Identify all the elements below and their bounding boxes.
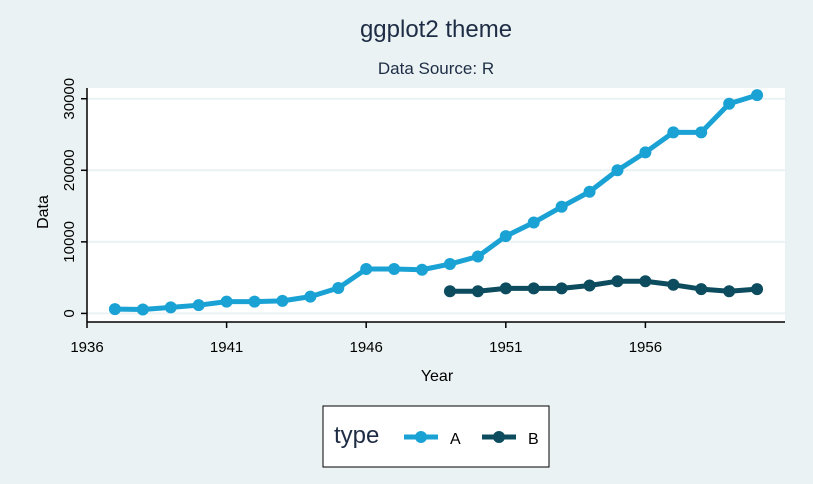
y-tick-label: 0 [61,309,78,317]
legend-swatch-marker-B [493,431,505,443]
data-point-B [499,282,512,295]
data-point-A [667,126,680,139]
data-point-A [583,185,596,198]
legend-title: type [334,422,379,449]
data-point-A [360,263,373,276]
data-point-A [164,301,177,314]
data-point-A [220,295,233,308]
x-tick-label: 1951 [489,339,522,356]
data-point-A [192,299,205,312]
data-point-B [695,283,708,296]
data-point-A [751,89,764,102]
data-point-A [388,263,401,276]
data-point-A [443,258,456,271]
y-tick-label: 20000 [61,149,78,191]
data-point-A [248,295,261,308]
chart-subtitle: Data Source: R [378,59,494,78]
x-tick-label: 1946 [350,339,383,356]
data-point-A [332,282,345,295]
data-point-A [276,294,289,307]
x-axis-title: Year [421,368,454,385]
data-point-B [667,278,680,291]
data-point-A [499,230,512,243]
data-point-B [527,282,540,295]
data-point-A [639,146,652,159]
y-tick-label: 30000 [61,78,78,120]
data-point-A [136,303,149,316]
data-point-B [611,275,624,288]
y-axis-title: Data [35,195,52,229]
data-point-B [443,285,456,298]
data-point-A [108,303,121,316]
legend-label-A: A [450,431,461,448]
data-point-A [471,250,484,263]
data-point-B [723,285,736,298]
x-tick-label: 1936 [70,339,103,356]
chart-title: ggplot2 theme [360,16,512,43]
legend-label-B: B [528,431,539,448]
series-layer [108,89,764,316]
data-point-B [639,275,652,288]
axes: 1936 1941 1946 1951 1956 0 10000 20000 30000 [61,78,785,356]
data-point-A [416,263,429,276]
data-point-A [304,290,317,303]
data-point-A [555,200,568,213]
y-tick-label: 10000 [61,221,78,263]
data-point-B [471,285,484,298]
data-point-A [527,216,540,229]
data-point-B [583,279,596,292]
data-point-A [695,126,708,139]
x-tick-label: 1941 [210,339,243,356]
legend-swatch-marker-A [415,431,427,443]
data-point-A [611,164,624,177]
data-point-B [751,283,764,296]
data-point-B [555,282,568,295]
x-tick-label: 1956 [629,339,662,356]
grid-lines [87,97,785,315]
data-point-A [723,97,736,110]
